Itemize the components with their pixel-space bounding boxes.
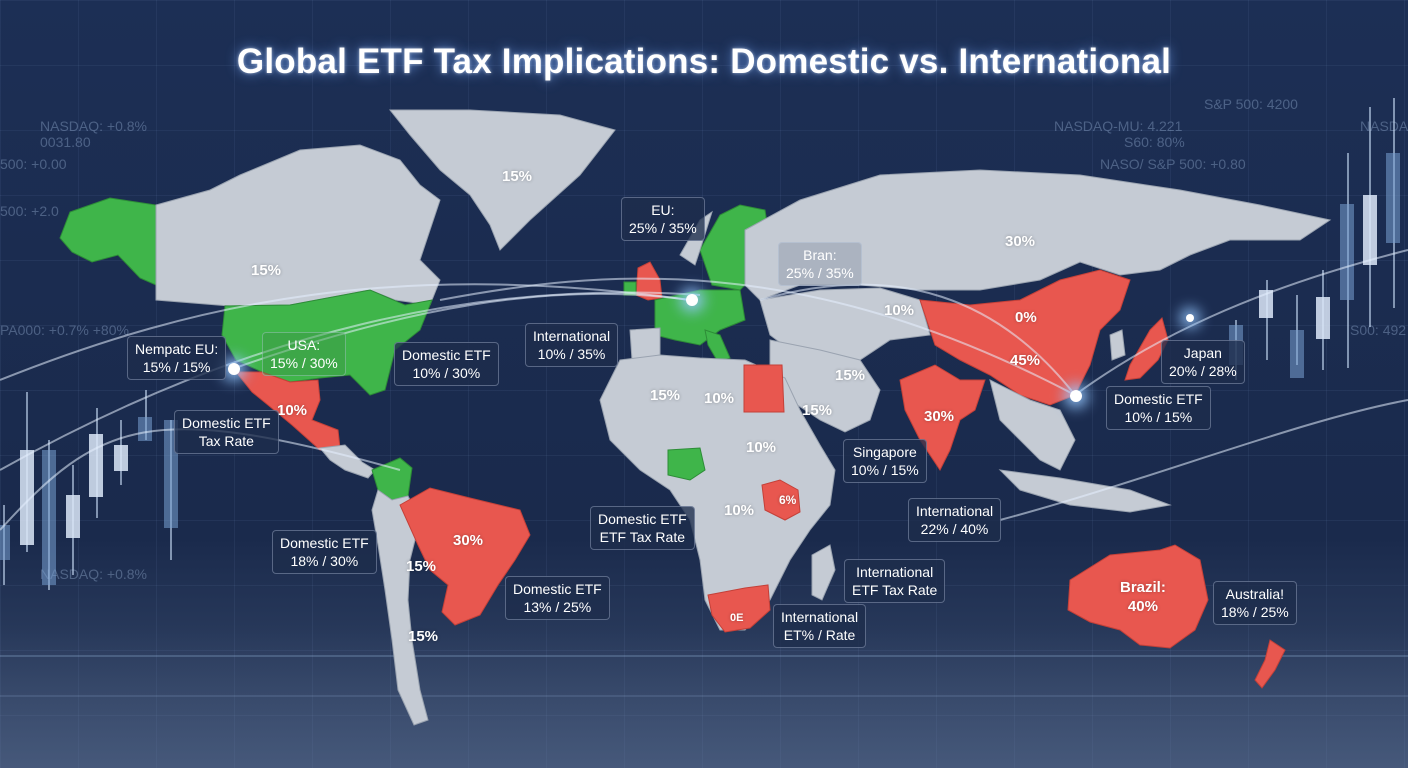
callout-eu: EU: 25% / 35%: [621, 197, 705, 241]
ticker-text: 500: +0.00: [0, 156, 67, 172]
pct-mongolia: 0%: [1015, 309, 1037, 326]
region-new-zealand: [1254, 639, 1286, 689]
callout-australia-map: Brazil: 40%: [1120, 579, 1166, 615]
region-usa: [221, 289, 433, 396]
pct-central-africa: 10%: [724, 502, 755, 519]
page-title: Global ETF Tax Implications: Domestic vs…: [236, 42, 1172, 81]
callout-usa: USA: 15% / 30%: [262, 332, 346, 376]
region-nigeria: [667, 447, 706, 481]
pct-south-africa: 0E: [730, 612, 744, 624]
region-egypt: [743, 364, 785, 413]
callout-domestic-tax-rate: Domestic ETF Tax Rate: [174, 410, 279, 454]
pct-central-asia: 10%: [884, 302, 915, 319]
region-brazil: [399, 487, 531, 626]
ticker-text: S60: 80%: [1124, 134, 1185, 150]
region-greenland: [388, 109, 616, 251]
ticker-text: S&P 500: 4200: [1204, 96, 1298, 112]
pct-brazil: 30%: [453, 532, 484, 549]
callout-domestic-sa-east: Domestic ETF 13% / 25%: [505, 576, 610, 620]
pct-canada: 15%: [251, 262, 282, 279]
pct-sudan: 10%: [746, 439, 777, 456]
ticker-text: PA000: +0.7% +80%: [0, 322, 129, 338]
perspective-floor: [0, 628, 1408, 768]
callout-domestic-africa: Domestic ETF ETF Tax Rate: [590, 506, 695, 550]
region-southeast-asia: [989, 379, 1076, 471]
glow-point: [1070, 390, 1082, 402]
region-south-africa: [707, 584, 771, 633]
region-korea: [1109, 329, 1126, 361]
callout-australia: Australia! 18% / 25%: [1213, 581, 1297, 625]
pct-middle-east: 15%: [835, 367, 866, 384]
callout-domestic-sa-west: Domestic ETF 18% / 30%: [272, 530, 377, 574]
pct-greenland: 15%: [502, 168, 533, 185]
callout-international-atlantic: International 10% / 35%: [525, 323, 619, 367]
pct-kenya: 6%: [779, 493, 797, 507]
callout-domestic-na: Domestic ETF 10% / 30%: [394, 342, 499, 386]
pct-arabia: 15%: [802, 402, 833, 419]
callout-japan: Japan 20% / 28%: [1161, 340, 1245, 384]
callout-international-indian: International 22% / 40%: [908, 498, 1002, 542]
region-indonesia: [998, 469, 1172, 513]
region-western-europe: [654, 289, 746, 346]
callout-singapore: Singapore 10% / 15%: [843, 439, 927, 483]
pct-russia: 30%: [1005, 233, 1036, 250]
floor-line: [0, 695, 1408, 697]
ticker-text: NASO/ S&P 500: +0.80: [1100, 156, 1246, 172]
pct-china: 45%: [1010, 352, 1041, 369]
pct-mexico: 10%: [277, 402, 308, 419]
region-china: [919, 269, 1131, 406]
pct-india: 30%: [924, 408, 955, 425]
ticker-text: S00: 492: [1350, 322, 1407, 338]
glow-point: [686, 294, 698, 306]
pct-libya: 10%: [704, 390, 735, 407]
ticker-text: NASDA: [1360, 118, 1408, 134]
callout-domestic-asia: Domestic ETF 10% / 15%: [1106, 386, 1211, 430]
pct-bolivia: 15%: [406, 558, 437, 575]
region-madagascar: [811, 544, 836, 601]
region-india: [899, 364, 986, 471]
region-alaska: [59, 197, 157, 286]
glow-point: [1186, 314, 1194, 322]
callout-nemptic-eu: Nempatc EU: 15% / 15%: [127, 336, 227, 380]
glow-point: [228, 363, 240, 375]
region-italy: [704, 329, 731, 363]
flow-lines: [0, 249, 1408, 531]
pct-west-africa: 15%: [650, 387, 681, 404]
ticker-text: NASDAQ: +0.8%: [40, 118, 147, 134]
callout-international-et-rate: International ET% / Rate: [773, 604, 867, 648]
region-australia: [1067, 544, 1209, 649]
ticker-text: NASDAQ-MU: 4.221: [1054, 118, 1183, 134]
region-mexico: [234, 371, 341, 451]
ticker-text: 0031.80: [40, 134, 91, 150]
floor-line: [0, 655, 1408, 657]
pct-argentina: 15%: [408, 628, 439, 645]
ticker-text: NASDAQ: +0.8%: [40, 566, 147, 582]
ticker-text: 500: +2.0: [0, 203, 59, 219]
callout-bran: Bran: 25% / 35%: [778, 242, 862, 286]
region-canada: [155, 144, 441, 307]
region-kenya: [761, 479, 801, 521]
callout-international-etf-tax: International ETF Tax Rate: [844, 559, 946, 603]
